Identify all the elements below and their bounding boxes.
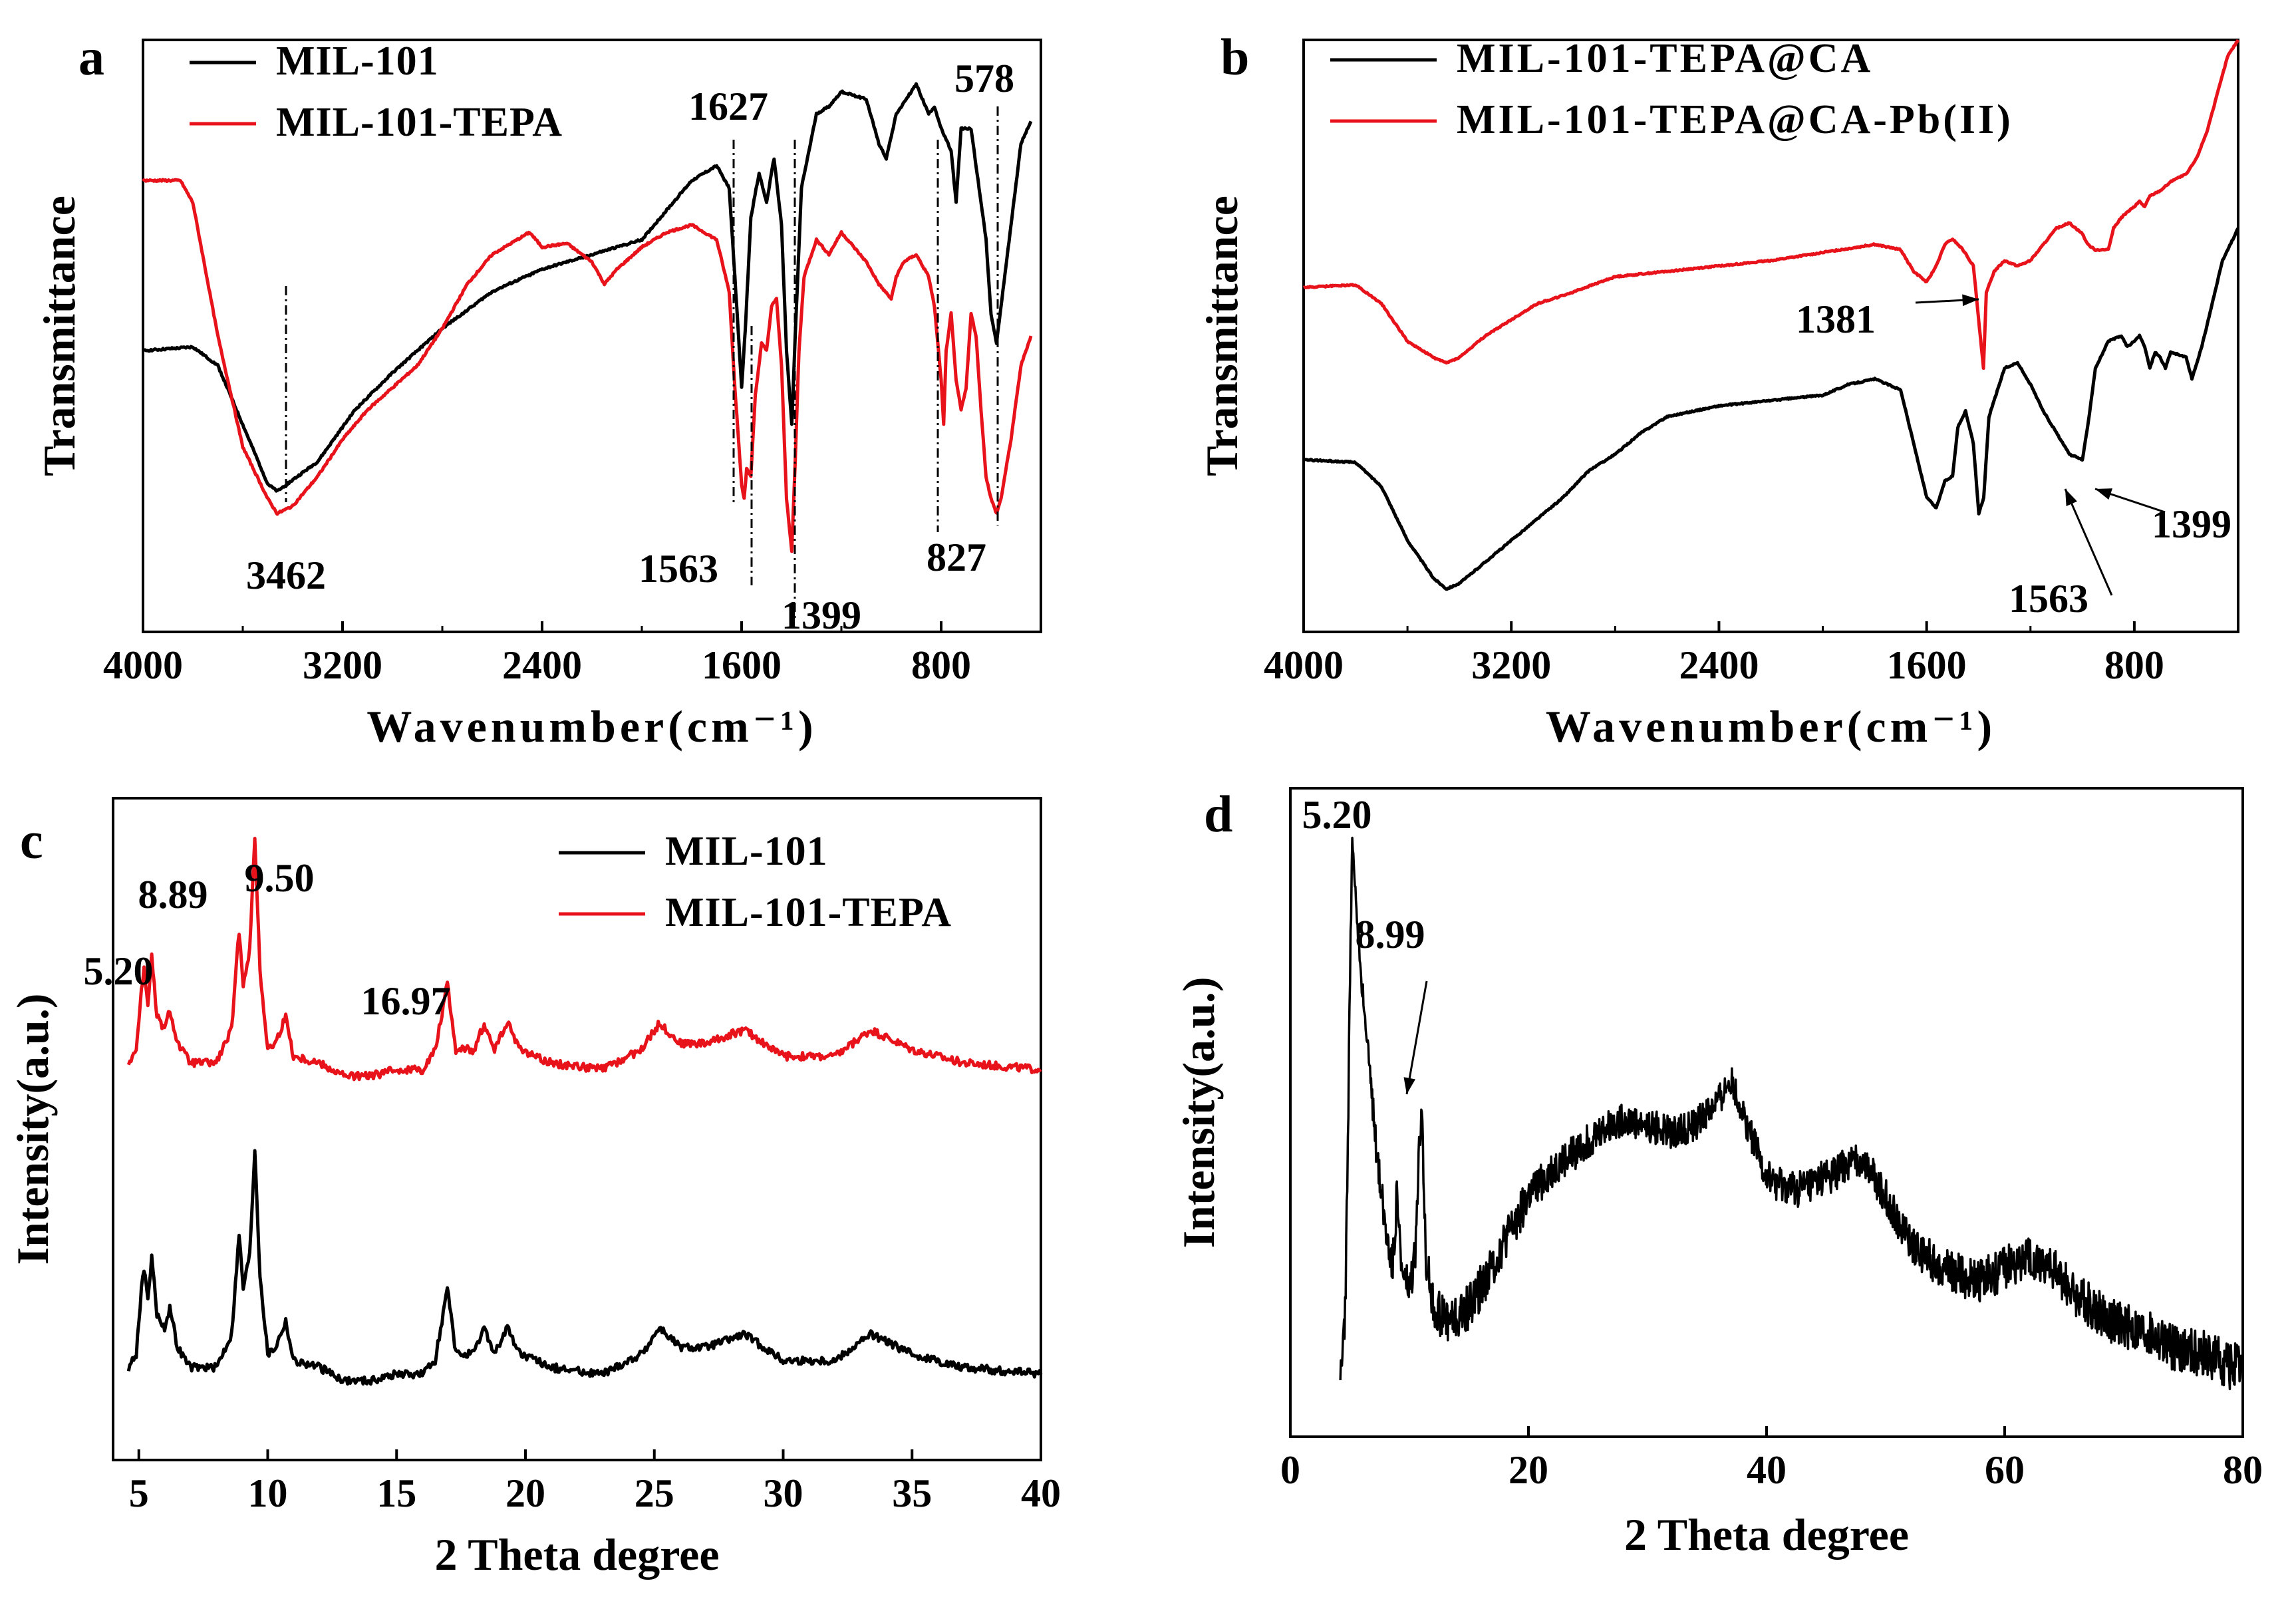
annotation-label-c: 5.20 xyxy=(84,949,154,993)
panel-d: 0 20 40 60 80 2 Theta degree Intensity(a.u.) d 5… xyxy=(1173,785,2263,1560)
x-tick-label-c: 20 xyxy=(505,1471,545,1515)
x-tick-label-c: 25 xyxy=(635,1471,674,1515)
y-axis-label-a: Transmittance xyxy=(34,196,84,476)
x-axis-label-c: 2 Theta degree xyxy=(434,1529,719,1580)
x-tick-label-c: 30 xyxy=(764,1471,803,1515)
panel-letter-d: d xyxy=(1204,785,1232,843)
x-axis-label-b: Wavenumber(cm⁻¹) xyxy=(1546,701,1996,752)
series-line-a-1 xyxy=(142,178,1033,553)
x-tick-label-b: 3200 xyxy=(1471,643,1551,687)
annotation-label-a: 1399 xyxy=(782,593,861,637)
series-line-c-1 xyxy=(126,837,1042,1082)
x-tick-label-b: 4000 xyxy=(1264,643,1344,687)
x-tick-label-a: 3200 xyxy=(303,643,382,687)
x-tick-label-b: 1600 xyxy=(1887,643,1967,687)
legend-label-b-1: MIL-101-TEPA@CA-Pb(II) xyxy=(1457,97,2013,142)
x-tick-label-c: 5 xyxy=(129,1471,149,1515)
annotation-label-a: 578 xyxy=(954,57,1014,100)
plot-frame-d xyxy=(1289,787,2244,1438)
x-tick-label-c: 15 xyxy=(376,1471,416,1515)
x-axis-label-a: Wavenumber(cm⁻¹) xyxy=(366,701,817,752)
annotation-arrowhead-d xyxy=(1403,1077,1416,1094)
panel-b: 4000 3200 2400 1600 800 Wavenumber(cm⁻¹) Trans… xyxy=(1197,28,2240,752)
x-tick-label-b: 800 xyxy=(2104,643,2164,687)
annotation-label-a: 1627 xyxy=(688,84,768,128)
annotation-arrow-b xyxy=(2064,488,2113,596)
annotation-label-d: 5.20 xyxy=(1302,793,1372,837)
annotation-arrowhead-b xyxy=(1962,294,1979,307)
x-tick-label-a: 2400 xyxy=(502,643,582,687)
annotation-label-c: 16.97 xyxy=(361,979,451,1023)
legend-label-a-1: MIL-101-TEPA xyxy=(276,100,563,145)
panel-letter-a: a xyxy=(78,28,104,86)
annotation-label-b: 1563 xyxy=(2009,577,2088,621)
series-line-b-0 xyxy=(1303,227,2240,591)
x-tick-label-a: 4000 xyxy=(103,643,183,687)
y-axis-label-b: Transmittance xyxy=(1197,196,1247,476)
annotation-arrow-d xyxy=(1405,980,1428,1095)
x-tick-label-d: 80 xyxy=(2223,1448,2263,1492)
legend-label-b-0: MIL-101-TEPA@CA xyxy=(1457,36,1873,81)
x-tick-label-d: 60 xyxy=(1985,1448,2025,1492)
annotation-label-d: 8.99 xyxy=(1356,913,1425,956)
annotation-label-a: 1563 xyxy=(639,547,718,591)
x-tick-label-a: 800 xyxy=(911,643,971,687)
x-tick-label-c: 10 xyxy=(248,1471,288,1515)
x-tick-label-a: 1600 xyxy=(702,643,782,687)
series-line-b-1 xyxy=(1302,39,2240,370)
x-tick-label-d: 0 xyxy=(1280,1448,1300,1492)
x-tick-label-d: 20 xyxy=(1508,1448,1548,1492)
series-line-d-0 xyxy=(1339,836,2244,1391)
panel-a: 4000 3200 2400 1600 800 Wavenumber(cm⁻¹) Trans… xyxy=(34,28,1042,752)
series-line-c-0 xyxy=(126,1149,1043,1386)
x-tick-label-d: 40 xyxy=(1747,1448,1787,1492)
legend-label-c-1: MIL-101-TEPA xyxy=(665,890,952,935)
annotation-arrowhead-b xyxy=(2095,488,2112,500)
x-tick-label-c: 35 xyxy=(892,1471,932,1515)
panel-letter-b: b xyxy=(1220,28,1249,86)
plot-frame-b xyxy=(1302,39,2239,633)
annotation-arrowhead-b xyxy=(2065,489,2077,506)
annotation-label-a: 827 xyxy=(927,535,986,579)
annotation-label-c: 8.89 xyxy=(138,873,208,917)
x-tick-label-c: 40 xyxy=(1021,1471,1061,1515)
series-line-a-0 xyxy=(142,82,1033,493)
y-axis-label-c: Intensity(a.u.) xyxy=(7,993,58,1264)
panel-c: 5 10 15 20 25 30 35 40 2 Theta degree Intensity(a… xyxy=(7,797,1061,1580)
plot-frame-c xyxy=(112,797,1042,1461)
annotation-label-c: 9.50 xyxy=(245,856,315,900)
legend-label-c-0: MIL-101 xyxy=(665,829,828,874)
y-axis-label-d: Intensity(a.u.) xyxy=(1173,976,1224,1248)
plot-frame-a xyxy=(142,39,1042,633)
x-axis-label-d: 2 Theta degree xyxy=(1624,1509,1909,1560)
x-tick-label-b: 2400 xyxy=(1679,643,1759,687)
annotation-label-b: 1399 xyxy=(2152,502,2231,546)
panel-letter-c: c xyxy=(20,811,43,869)
legend-label-a-0: MIL-101 xyxy=(276,39,439,84)
annotation-label-a: 3462 xyxy=(246,553,326,597)
annotation-label-b: 1381 xyxy=(1796,297,1876,341)
